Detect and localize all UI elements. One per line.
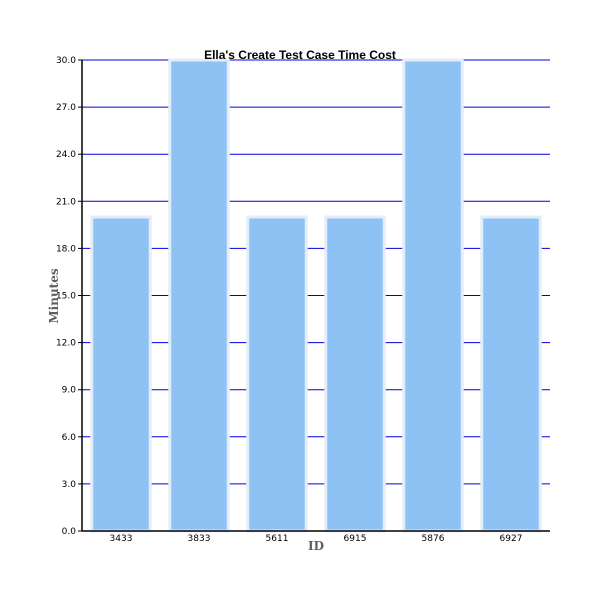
y-tick-label: 30.0 [56, 56, 76, 66]
y-tick-label: 21.0 [56, 197, 76, 207]
bar-5611 [246, 215, 308, 533]
x-tick-label: 5611 [266, 534, 289, 544]
y-tick-label: 27.0 [56, 103, 76, 113]
x-tick-label: 3433 [110, 534, 133, 544]
x-tick-label: 6927 [500, 534, 523, 544]
bar-6915 [324, 215, 386, 533]
x-tick-label: 5876 [422, 534, 445, 544]
y-tick-label: 3.0 [62, 480, 77, 490]
x-axis-label: ID [308, 539, 324, 553]
y-tick-label: 0.0 [62, 527, 77, 537]
bar-6927 [480, 215, 542, 533]
x-tick-label: 3833 [188, 534, 211, 544]
y-tick-label: 24.0 [56, 150, 76, 160]
grid-lines [82, 59, 550, 485]
bar-3833 [168, 58, 230, 533]
x-tick-label: 6915 [344, 534, 367, 544]
y-tick-label: 6.0 [62, 433, 77, 443]
y-axis-label: Minutes [47, 268, 61, 323]
y-tick-labels: 0.0 3.0 6.0 9.0 12.0 15.0 18.0 21.0 24.0 27.0 30.0 [56, 56, 82, 537]
y-tick-label: 9.0 [62, 386, 77, 396]
x-tick-labels: 3433 3833 5611 6915 5876 6927 [110, 534, 523, 544]
y-tick-label: 18.0 [56, 244, 76, 254]
chart-title: Ella's Create Test Case Time Cost [204, 48, 396, 62]
bar-5876 [402, 58, 464, 533]
y-tick-label: 12.0 [56, 339, 76, 349]
y-tick-label: 15.0 [56, 292, 76, 302]
bar-3433 [90, 215, 152, 533]
